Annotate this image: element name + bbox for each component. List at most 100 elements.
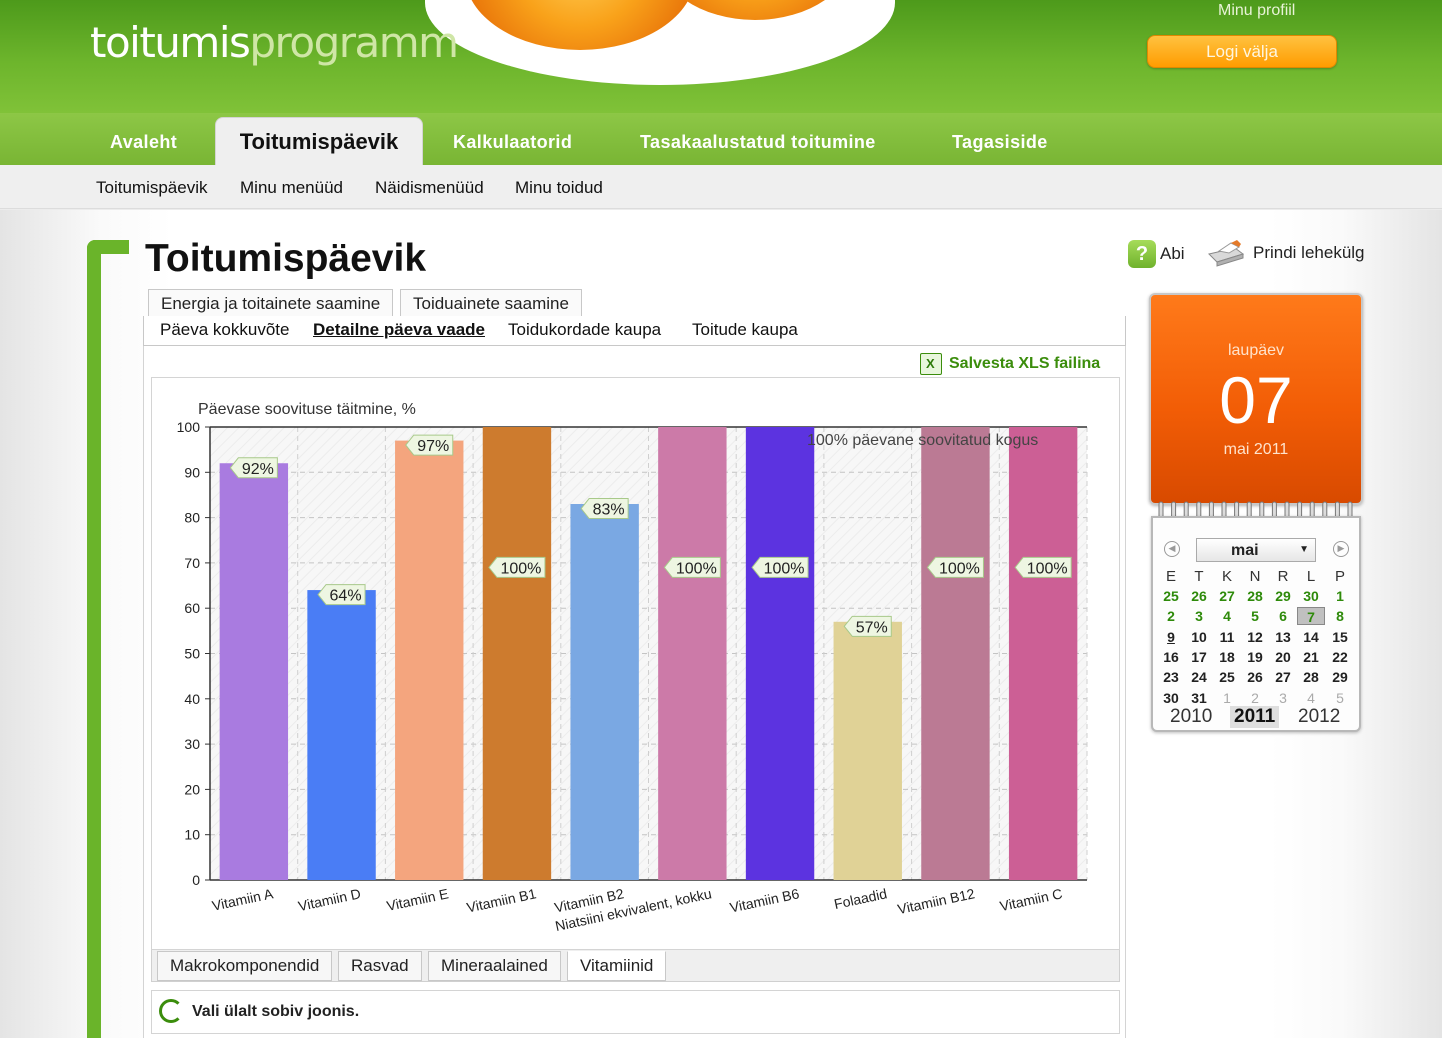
subnav-my-foods[interactable]: Minu toidud: [515, 178, 603, 197]
hint-box: [151, 990, 1120, 1034]
calendar-day-cell[interactable]: 15: [1332, 628, 1348, 645]
calendar-day-cell[interactable]: 4: [1223, 608, 1231, 625]
nav-item-food-diary-active[interactable]: Toitumispäevik: [215, 117, 423, 167]
tab-food-ingredients[interactable]: Toiduainete saamine: [400, 289, 582, 317]
subtab-by-meals[interactable]: Toidukordade kaupa: [508, 320, 662, 339]
calendar-day-cell[interactable]: 26: [1247, 669, 1263, 686]
x-tick-label: Folaadid: [833, 885, 889, 912]
calendar-month-select[interactable]: mai: [1196, 538, 1316, 562]
calendar-day-cell[interactable]: 21: [1303, 648, 1319, 665]
tab-energy-nutrients[interactable]: Energia ja toitainete saamine: [148, 289, 394, 317]
nav-item-feedback[interactable]: Tagasiside: [952, 132, 1048, 152]
calendar-next-icon[interactable]: ▶: [1333, 541, 1349, 557]
calendar-year-next[interactable]: 2012: [1298, 706, 1341, 727]
calendar-day-cell[interactable]: 5: [1336, 689, 1344, 706]
calendar-day-cell[interactable]: 28: [1247, 588, 1263, 604]
calendar-year-current[interactable]: 2011: [1230, 706, 1280, 728]
calendar-day-cell[interactable]: 2: [1167, 608, 1175, 625]
calendar-day-cell[interactable]: 16: [1163, 648, 1179, 665]
data-label: 100%: [764, 560, 805, 577]
calendar-day-cell[interactable]: 3: [1195, 608, 1203, 625]
nav-item-home[interactable]: Avaleht: [110, 132, 178, 152]
calendar-day-cell[interactable]: 28: [1303, 669, 1319, 686]
decorative-green-bracket: [87, 240, 129, 1038]
calendar-day-cell[interactable]: 23: [1163, 669, 1179, 686]
calendar-weekday-header: K: [1221, 568, 1232, 585]
site-logo[interactable]: toitumisprogramm: [90, 18, 459, 67]
tab-minerals[interactable]: Mineraalained: [428, 951, 561, 981]
calendar-day-cell[interactable]: 13: [1275, 628, 1291, 645]
calendar-day-cell[interactable]: 31: [1191, 689, 1207, 706]
calendar-day-cell[interactable]: 27: [1275, 669, 1291, 686]
calendar-day-cell[interactable]: 7: [1297, 607, 1325, 626]
calendar-day-cell[interactable]: 3: [1279, 689, 1287, 706]
calendar-day-number: 07: [1219, 363, 1293, 437]
my-profile-link[interactable]: Minu profiil: [1218, 2, 1296, 19]
calendar-day-cell[interactable]: 29: [1275, 588, 1291, 604]
bar: [921, 427, 990, 880]
nav-item-calculators[interactable]: Kalkulaatorid: [453, 132, 573, 152]
y-tick-label: 100: [177, 419, 201, 435]
y-tick-label: 50: [184, 646, 200, 662]
x-tick-label: Vitamiin B6: [728, 885, 801, 915]
bar: [482, 427, 552, 880]
calendar-day-cell[interactable]: 24: [1191, 669, 1207, 686]
calendar-rings: [1158, 501, 1353, 521]
calendar-day-cell[interactable]: 30: [1303, 588, 1319, 604]
calendar-day-cell[interactable]: 18: [1219, 648, 1235, 665]
calendar-prev-icon[interactable]: ◀: [1164, 541, 1180, 557]
tab-fats[interactable]: Rasvad: [338, 951, 422, 981]
subtab-detailed-day-view[interactable]: Detailne päeva vaade: [313, 320, 485, 339]
calendar-day-cell[interactable]: 26: [1191, 588, 1207, 604]
orange-bowl-image: [425, 0, 895, 85]
subnav-food-diary[interactable]: Toitumispäevik: [96, 178, 208, 197]
calendar-day-cell[interactable]: 25: [1219, 669, 1235, 686]
calendar-weekday-header: P: [1334, 568, 1345, 585]
calendar-day-cell[interactable]: 9: [1167, 628, 1175, 645]
data-label-tag: [488, 556, 546, 578]
calendar-day-cell[interactable]: 10: [1191, 628, 1207, 645]
logout-button[interactable]: Logi välja: [1147, 35, 1337, 68]
sub-navigation: Toitumispäevik Minu menüüd Näidismenüüd …: [0, 165, 1442, 209]
calendar-weekday: laupäev: [1227, 342, 1285, 359]
calendar-day-cell[interactable]: 25: [1163, 588, 1179, 604]
help-icon: ?: [1128, 240, 1156, 268]
tab-macrocomponents[interactable]: Makrokomponendid: [157, 951, 333, 981]
save-xls-link[interactable]: Salvesta XLS failina: [920, 353, 1100, 375]
subnav-my-menus[interactable]: Minu menüüd: [240, 178, 344, 197]
data-label-tag: [580, 498, 629, 520]
calendar-day-cell[interactable]: 22: [1332, 648, 1348, 665]
subnav-sample-menus[interactable]: Näidismenüüd: [375, 178, 484, 197]
data-label-tag: [229, 457, 278, 479]
y-tick-label: 30: [184, 736, 200, 752]
help-link[interactable]: ? Abi: [1128, 240, 1185, 268]
calendar-day-cell[interactable]: 20: [1275, 648, 1291, 665]
subtab-by-foods[interactable]: Toitude kaupa: [692, 320, 798, 339]
bar: [658, 427, 727, 880]
tab-vitamins[interactable]: Vitamiinid: [567, 951, 667, 981]
calendar-day-cell[interactable]: 1: [1223, 689, 1231, 706]
calendar-day-cell[interactable]: 11: [1219, 628, 1235, 645]
calendar-day-cell[interactable]: 1: [1336, 588, 1344, 604]
calendar-day-cell[interactable]: 27: [1219, 588, 1235, 604]
nav-item-balanced-nutrition[interactable]: Tasakaalustatud toitumine: [640, 132, 876, 152]
calendar-year-prev[interactable]: 2010: [1170, 706, 1213, 727]
calendar-day-cell[interactable]: 29: [1332, 669, 1348, 686]
data-label-tag: [843, 615, 892, 637]
y-tick-label: 20: [184, 781, 200, 797]
calendar-day-cell[interactable]: 4: [1307, 689, 1315, 706]
calendar-day-cell[interactable]: 8: [1336, 608, 1344, 625]
save-xls-label: Salvesta XLS failina: [949, 355, 1101, 372]
calendar-day-cell[interactable]: 17: [1191, 648, 1207, 665]
calendar-day-cell[interactable]: 6: [1279, 608, 1287, 625]
calendar-day-cell[interactable]: 30: [1163, 689, 1179, 706]
calendar-day-cell[interactable]: 12: [1247, 628, 1263, 645]
print-page-link[interactable]: Prindi lehekülg: [1205, 238, 1365, 268]
subtab-day-summary[interactable]: Päeva kokkuvõte: [160, 320, 290, 339]
calendar-day-cell[interactable]: 2: [1251, 689, 1259, 706]
data-label: 100%: [676, 560, 717, 577]
calendar-month-year: mai 2011: [1223, 441, 1289, 458]
calendar-day-cell[interactable]: 5: [1251, 608, 1259, 625]
calendar-day-cell[interactable]: 19: [1247, 648, 1263, 665]
calendar-day-cell[interactable]: 14: [1303, 628, 1319, 645]
